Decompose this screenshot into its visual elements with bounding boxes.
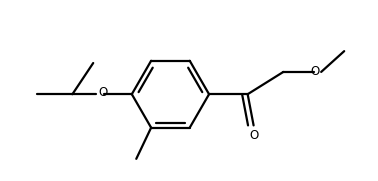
- Text: O: O: [311, 65, 320, 78]
- Text: O: O: [98, 86, 107, 99]
- Text: O: O: [249, 129, 258, 142]
